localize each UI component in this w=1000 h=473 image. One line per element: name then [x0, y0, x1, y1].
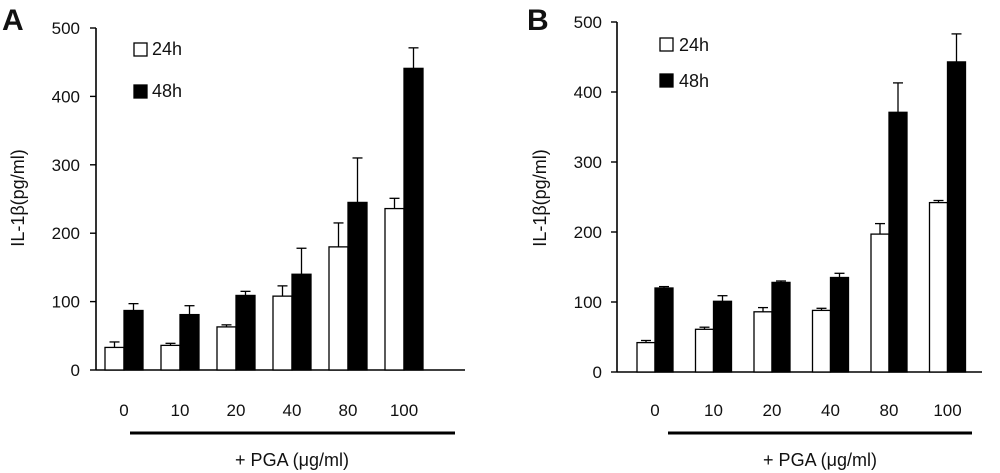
panel-a-y-tick-label: 400: [52, 87, 80, 106]
panel-b-y-axis-label: IL-1β(pg/ml): [530, 149, 550, 246]
panel-b-bar-48h-10: [712, 300, 733, 373]
panel-a-bar-24h-0: [104, 346, 125, 371]
panel-a-y-ticks: 0 100 200 300 400 500: [52, 19, 96, 380]
panel-a-bar-48h-80: [347, 201, 368, 371]
panel-b-bar-24h-0: [636, 341, 656, 373]
panel-a-label: A: [2, 4, 24, 37]
panel-b-y-tick-label: 200: [574, 223, 602, 242]
panel-a-y-tick-label: 500: [52, 19, 80, 38]
panel-b-bar-24h-40: [811, 309, 832, 373]
panel-b-legend-48h-swatch: [659, 73, 674, 88]
panel-a-bar-24h-20: [216, 326, 237, 371]
panel-b-bar-48h-40: [829, 276, 850, 373]
panel-b-axes: [616, 22, 982, 373]
panel-b-x-tick-label: 10: [704, 401, 723, 420]
panel-b-x-tick-label: 100: [933, 401, 961, 420]
panel-b-x-tick-label: 20: [763, 401, 782, 420]
panel-a: A IL-1β(pg/ml) 0 100 200 300 400 500 0 10 20 40 8…: [2, 4, 465, 470]
panel-a-x-tick-label: 40: [283, 401, 302, 420]
panel-a-x-ticks: 0 10 20 40 80 100: [119, 401, 418, 420]
panel-a-bar-48h-10: [179, 313, 200, 371]
panel-b-bar-48h-0: [654, 287, 674, 373]
panel-b-x-axis-label: + PGA (μg/ml): [763, 450, 877, 470]
panel-b-y-tick-label: 400: [574, 83, 602, 102]
panel-b-bar-24h-10: [694, 328, 715, 373]
panel-a-legend: 24h 48h: [133, 39, 182, 101]
panel-a-x-tick-label: 0: [119, 401, 128, 420]
panel-a-bar-48h-40: [291, 273, 312, 371]
panel-a-x-tick-label: 80: [339, 401, 358, 420]
panel-b-y-tick-label: 500: [574, 13, 602, 32]
panel-b-legend: 24h 48h: [659, 35, 709, 91]
panel-a-x-axis-label: + PGA (μg/ml): [235, 450, 349, 470]
panel-b-x-tick-label: 80: [880, 401, 899, 420]
panel-b-x-tick-label: 0: [650, 401, 659, 420]
panel-a-y-tick-label: 100: [52, 293, 80, 312]
panel-b-bar-24h-100: [928, 201, 949, 373]
panel-a-x-tick-label: 10: [171, 401, 190, 420]
panel-a-bar-48h-100: [403, 67, 424, 371]
panel-a-bar-24h-10: [160, 344, 181, 371]
panel-a-x-tick-label: 20: [227, 401, 246, 420]
panel-a-bar-48h-20: [235, 294, 256, 371]
panel-b-legend-24h-label: 24h: [679, 35, 709, 55]
panel-a-bars: [104, 47, 424, 371]
panel-b-bar-24h-20: [753, 311, 773, 373]
panel-a-bar-48h-0: [123, 309, 144, 371]
panel-a-y-tick-label: 0: [71, 361, 80, 380]
panel-a-bar-24h-100: [384, 207, 405, 371]
panel-a-legend-48h-label: 48h: [152, 81, 182, 101]
panel-b-bars: [636, 33, 967, 373]
panel-a-bar-24h-40: [272, 295, 293, 371]
panel-b-bar-48h-20: [771, 281, 791, 373]
panel-b-x-ticks: 0 10 20 40 80 100: [650, 401, 961, 420]
panel-b-bar-48h-100: [946, 61, 967, 373]
panel-a-legend-48h-swatch: [133, 84, 148, 99]
panel-a-y-axis-label: IL-1β(pg/ml): [8, 149, 28, 246]
panel-a-y-tick-label: 200: [52, 224, 80, 243]
panel-b-label: B: [527, 4, 549, 37]
panel-b-bar-48h-80: [888, 111, 908, 373]
panel-a-legend-24h-swatch: [133, 42, 148, 57]
panel-b: B IL-1β(pg/ml) 0 100 200 300 400 500 0 10 20 40 8…: [527, 4, 982, 470]
panel-b-x-tick-label: 40: [821, 401, 840, 420]
panel-b-y-tick-label: 0: [593, 363, 602, 382]
panel-a-bar-24h-80: [328, 246, 349, 371]
panel-b-y-tick-label: 100: [574, 293, 602, 312]
panel-a-y-tick-label: 300: [52, 156, 80, 175]
panel-b-bar-24h-80: [870, 233, 890, 373]
panel-b-legend-24h-swatch: [659, 37, 674, 52]
panel-a-legend-24h-label: 24h: [152, 39, 182, 59]
panel-b-y-tick-label: 300: [574, 153, 602, 172]
panel-a-x-tick-label: 100: [390, 401, 418, 420]
panel-b-legend-48h-label: 48h: [679, 71, 709, 91]
panel-b-y-ticks: 0 100 200 300 400 500: [574, 13, 617, 382]
